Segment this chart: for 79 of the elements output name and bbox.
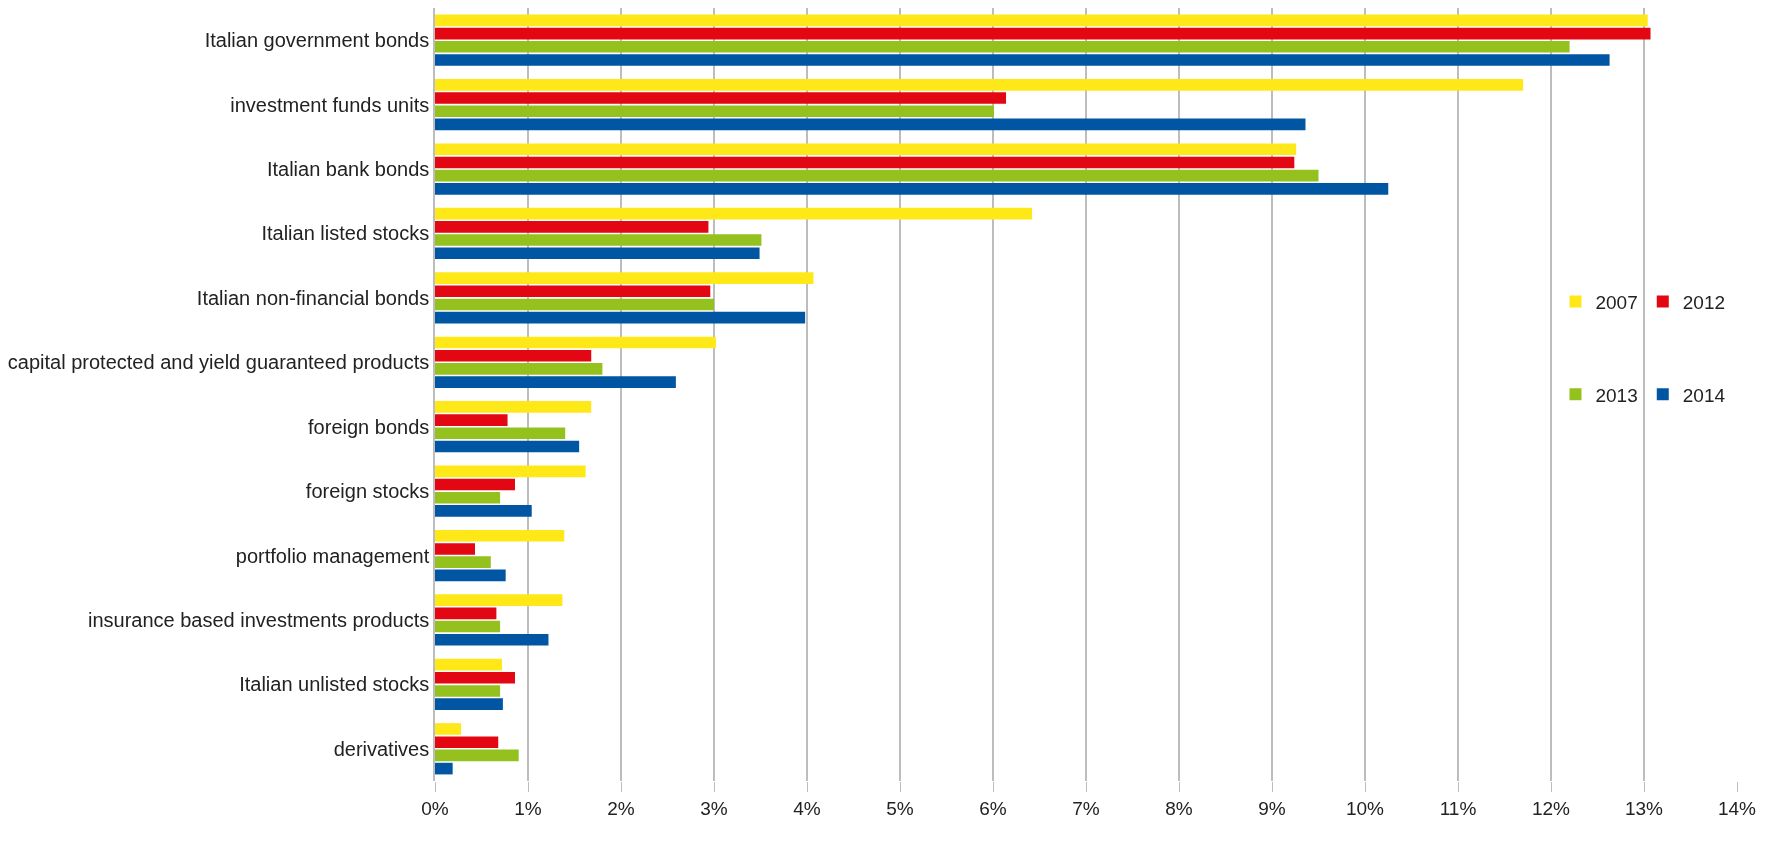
bar [435,762,453,775]
y-tick-label: capital protected and yield guaranteed products [7,351,430,374]
legend-label: 2007 [1595,292,1638,313]
bar [435,607,497,620]
x-tick-label: 8% [1165,797,1193,819]
bar [435,285,711,298]
y-tick-label: Italian government bonds [204,29,430,52]
bar [435,234,762,246]
bar [435,92,1007,104]
bar [435,105,994,118]
bar [435,118,1306,131]
x-tick-label: 7% [1072,797,1100,819]
bar [435,272,814,284]
y-tick-label: foreign bonds [308,415,430,438]
bar [435,620,501,633]
bar [435,633,549,646]
bar [435,414,508,426]
bar [435,427,566,440]
y-tick-label: derivatives [333,737,430,760]
bar [435,685,501,697]
bar [435,54,1610,66]
bar [435,221,709,233]
bar [435,723,462,735]
y-tick-label: Italian bank bonds [266,158,430,181]
bar [435,376,676,388]
bar [435,491,501,504]
bar [435,349,592,362]
bar [435,207,1033,220]
y-tick-label: Italian listed stocks [261,222,430,245]
y-tick-label: Italian unlisted stocks [239,673,430,696]
legend-label: 2013 [1595,384,1638,406]
bar [435,698,503,710]
x-tick-label: 11% [1439,797,1477,819]
bar [435,183,1389,195]
bar [435,440,580,453]
x-tick-label: 10% [1345,797,1385,819]
bar [435,569,506,582]
x-tick-label: 6% [979,797,1007,819]
bar [435,478,515,491]
bar [435,671,515,684]
bar [435,143,1297,156]
x-tick-label: 5% [886,797,914,819]
y-tick-label: portfolio management [235,544,430,567]
x-tick-label: 13% [1624,797,1664,819]
y-tick-label: foreign stocks [305,480,430,503]
bar [435,465,586,478]
bar [435,79,1524,91]
x-tick-label: 12% [1531,797,1571,819]
x-tick-label: 4% [793,797,821,819]
bar [435,543,475,555]
x-tick-label: 0% [421,797,449,819]
bar [435,14,1648,27]
x-tick-label: 3% [700,797,728,819]
bar [435,336,716,349]
bar [435,169,1319,182]
bar [435,247,760,260]
bar [435,736,499,748]
legend-label: 2012 [1682,292,1726,313]
bar [435,363,603,375]
x-tick-label: 1% [514,797,542,819]
bar [435,658,502,671]
bar [435,401,592,413]
bar [435,298,714,311]
y-tick-label: insurance based investments products [87,608,430,631]
bar [435,27,1651,40]
y-tick-label: investment funds units [230,93,430,116]
bar [435,594,563,606]
bar [435,749,519,762]
bar [435,156,1295,169]
bar [435,556,491,568]
x-tick-label: 2% [607,797,635,819]
bar [435,505,532,517]
y-tick-label: Italian non-financial bonds [196,286,430,309]
bar [435,311,806,324]
legend-label: 2014 [1682,384,1726,406]
x-tick-label: 14% [1717,797,1757,819]
bar [435,529,565,542]
bar [435,41,1570,53]
x-tick-label: 9% [1258,797,1286,819]
